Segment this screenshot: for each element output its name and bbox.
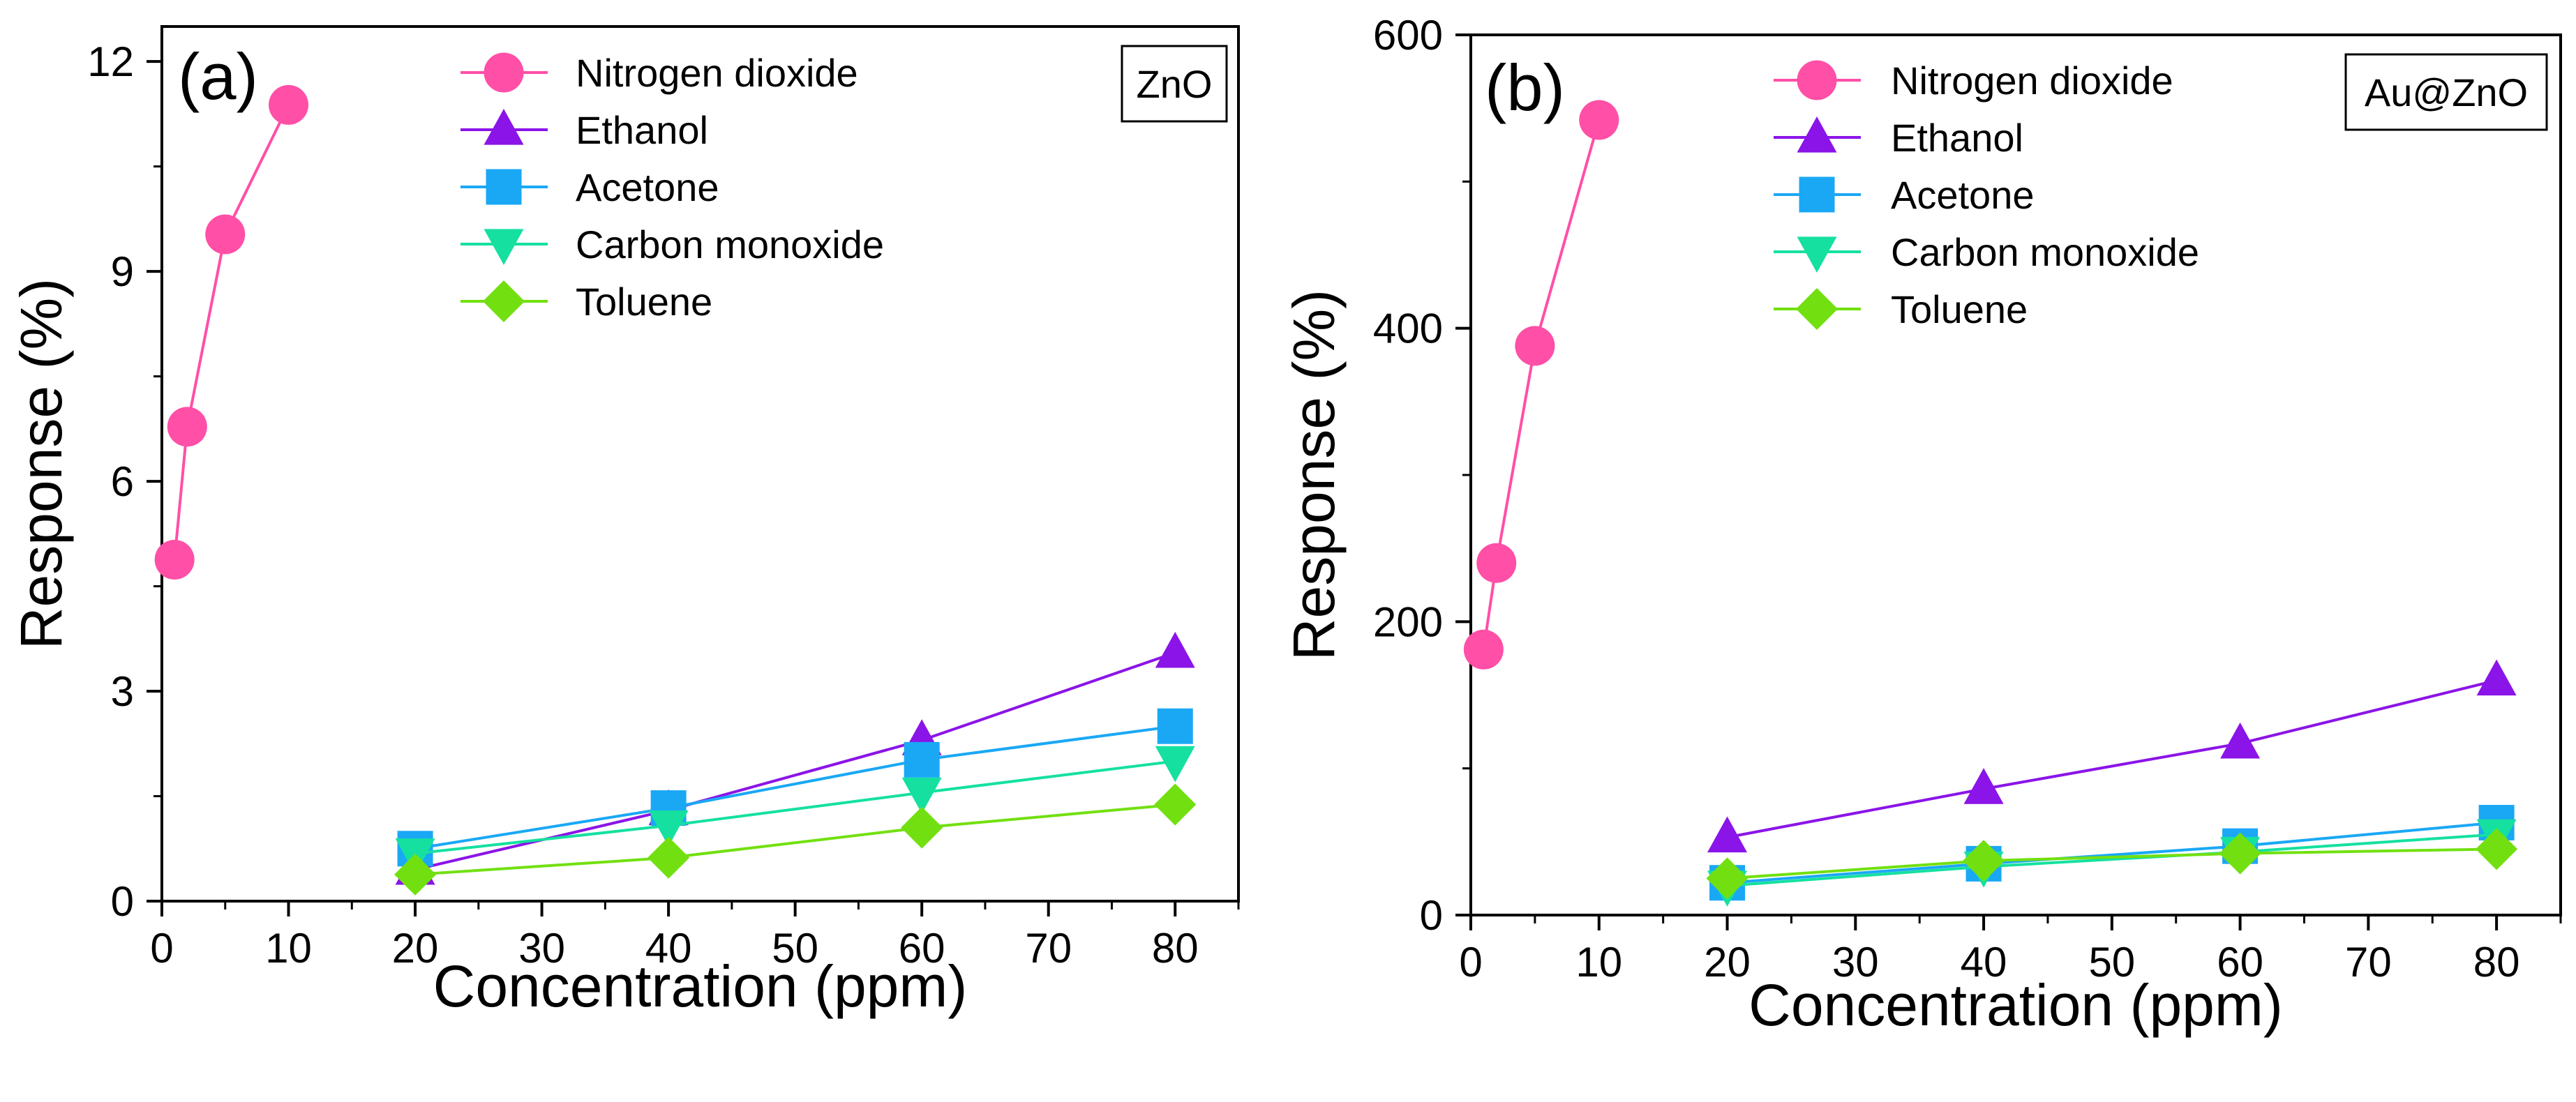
data-point [1154,783,1197,826]
x-tick-label: 80 [2473,939,2520,986]
panel-label: (a) [178,40,258,113]
plot-frame-a [160,25,1240,903]
data-point [1515,326,1555,366]
x-tick-label: 80 [1152,925,1199,972]
series-line-0 [173,104,290,560]
data-point [1579,100,1619,140]
series-line-2 [1727,821,2497,884]
data-point [1963,840,2005,882]
legend-entry: Toluene [576,280,712,324]
data-point [154,539,195,580]
x-tick-label: 40 [645,925,692,972]
legend-marker [484,109,524,145]
legend-marker [486,169,522,205]
legend-entry: Nitrogen dioxide [576,51,858,95]
x-tick-label: 0 [1459,939,1482,986]
series-line-3 [1727,833,2497,887]
data-point [1707,816,1748,853]
x-tick-label: 10 [1575,939,1622,986]
data-point [2476,659,2517,696]
sample-label: ZnO [1137,62,1213,106]
legend-entry: Carbon monoxide [1891,230,2199,274]
data-point [1706,857,1748,900]
y-tick-label: 12 [87,38,134,85]
legend-entry: Acetone [576,165,719,209]
legend-marker [1796,288,1838,330]
y-tick-label: 0 [111,878,134,925]
legend-marker [484,52,524,93]
data-point [1155,746,1195,783]
y-tick-label: 6 [111,458,134,505]
data-point [2219,832,2261,875]
sample-label-box [1121,45,1228,123]
sample-label: Au@ZnO [2365,70,2528,114]
panel-b-chart: 0 10 20 30 40 50 60 70 80 0 200 400 600 Concentration… [1281,12,2562,1038]
x-tick-label: 20 [1704,939,1751,986]
legend-entry: Toluene [1891,287,2028,331]
legend-marker [1797,60,1837,100]
panel-a-chart: 0 10 20 30 40 50 60 70 80 0 3 6 9 12 Concentration (pp… [8,25,1240,1019]
y-tick-label: 9 [111,248,134,295]
data-point [2476,828,2518,870]
y-tick-label: 400 [1373,305,1443,352]
data-point [1157,708,1193,744]
x-tick-label: 60 [899,925,945,972]
x-tick-label: 30 [1832,939,1879,986]
sample-label-box [2344,53,2548,131]
legend-entry: Ethanol [1891,116,2023,160]
series-line-4 [1727,847,2497,880]
series-line-2 [414,725,1176,850]
data-point [901,777,942,814]
y-tick-label: 200 [1373,598,1443,645]
data-point [205,214,246,255]
data-point [648,810,689,847]
legend-entry: Carbon monoxide [576,222,884,266]
series-line-0 [1482,119,1601,650]
data-point [901,806,943,849]
series-line-1 [414,651,1176,871]
legend-marker [484,229,524,265]
legend-marker [483,280,525,322]
legend-marker [1799,176,1835,213]
x-axis-title: Concentration (ppm) [1748,972,2283,1038]
legend-entry: Acetone [1891,173,2035,217]
series-line-4 [414,803,1176,876]
data-point [2220,722,2261,759]
series-line-1 [1727,679,2497,839]
y-axis-title: Response (%) [1281,289,1347,661]
legend-marker [1797,236,1837,273]
data-point [1463,629,1504,670]
x-tick-label: 70 [2345,939,2392,986]
y-axis-title: Response (%) [8,278,74,649]
x-tick-label: 70 [1025,925,1072,972]
data-point [269,84,309,125]
series-line-3 [414,760,1176,855]
x-tick-label: 20 [392,925,439,972]
data-point [647,836,690,879]
x-tick-label: 50 [772,925,818,972]
panel-label: (b) [1485,51,1565,124]
data-point [904,741,940,778]
data-point [394,853,437,896]
data-point [1963,768,2004,804]
x-tick-label: 40 [1961,939,2007,986]
legend-marker [1797,116,1837,153]
x-tick-label: 0 [150,925,173,972]
x-tick-label: 60 [2217,939,2263,986]
x-tick-label: 50 [2088,939,2135,986]
data-point [1476,543,1517,583]
y-tick-label: 0 [1420,892,1443,939]
x-tick-label: 10 [265,925,312,972]
y-tick-label: 3 [111,668,134,715]
data-point [1155,631,1195,668]
x-tick-label: 30 [518,925,565,972]
data-point [167,407,207,447]
legend-entry: Nitrogen dioxide [1891,59,2173,103]
x-axis-title: Concentration (ppm) [433,953,968,1019]
y-tick-label: 600 [1373,12,1443,59]
legend-entry: Ethanol [576,108,708,152]
